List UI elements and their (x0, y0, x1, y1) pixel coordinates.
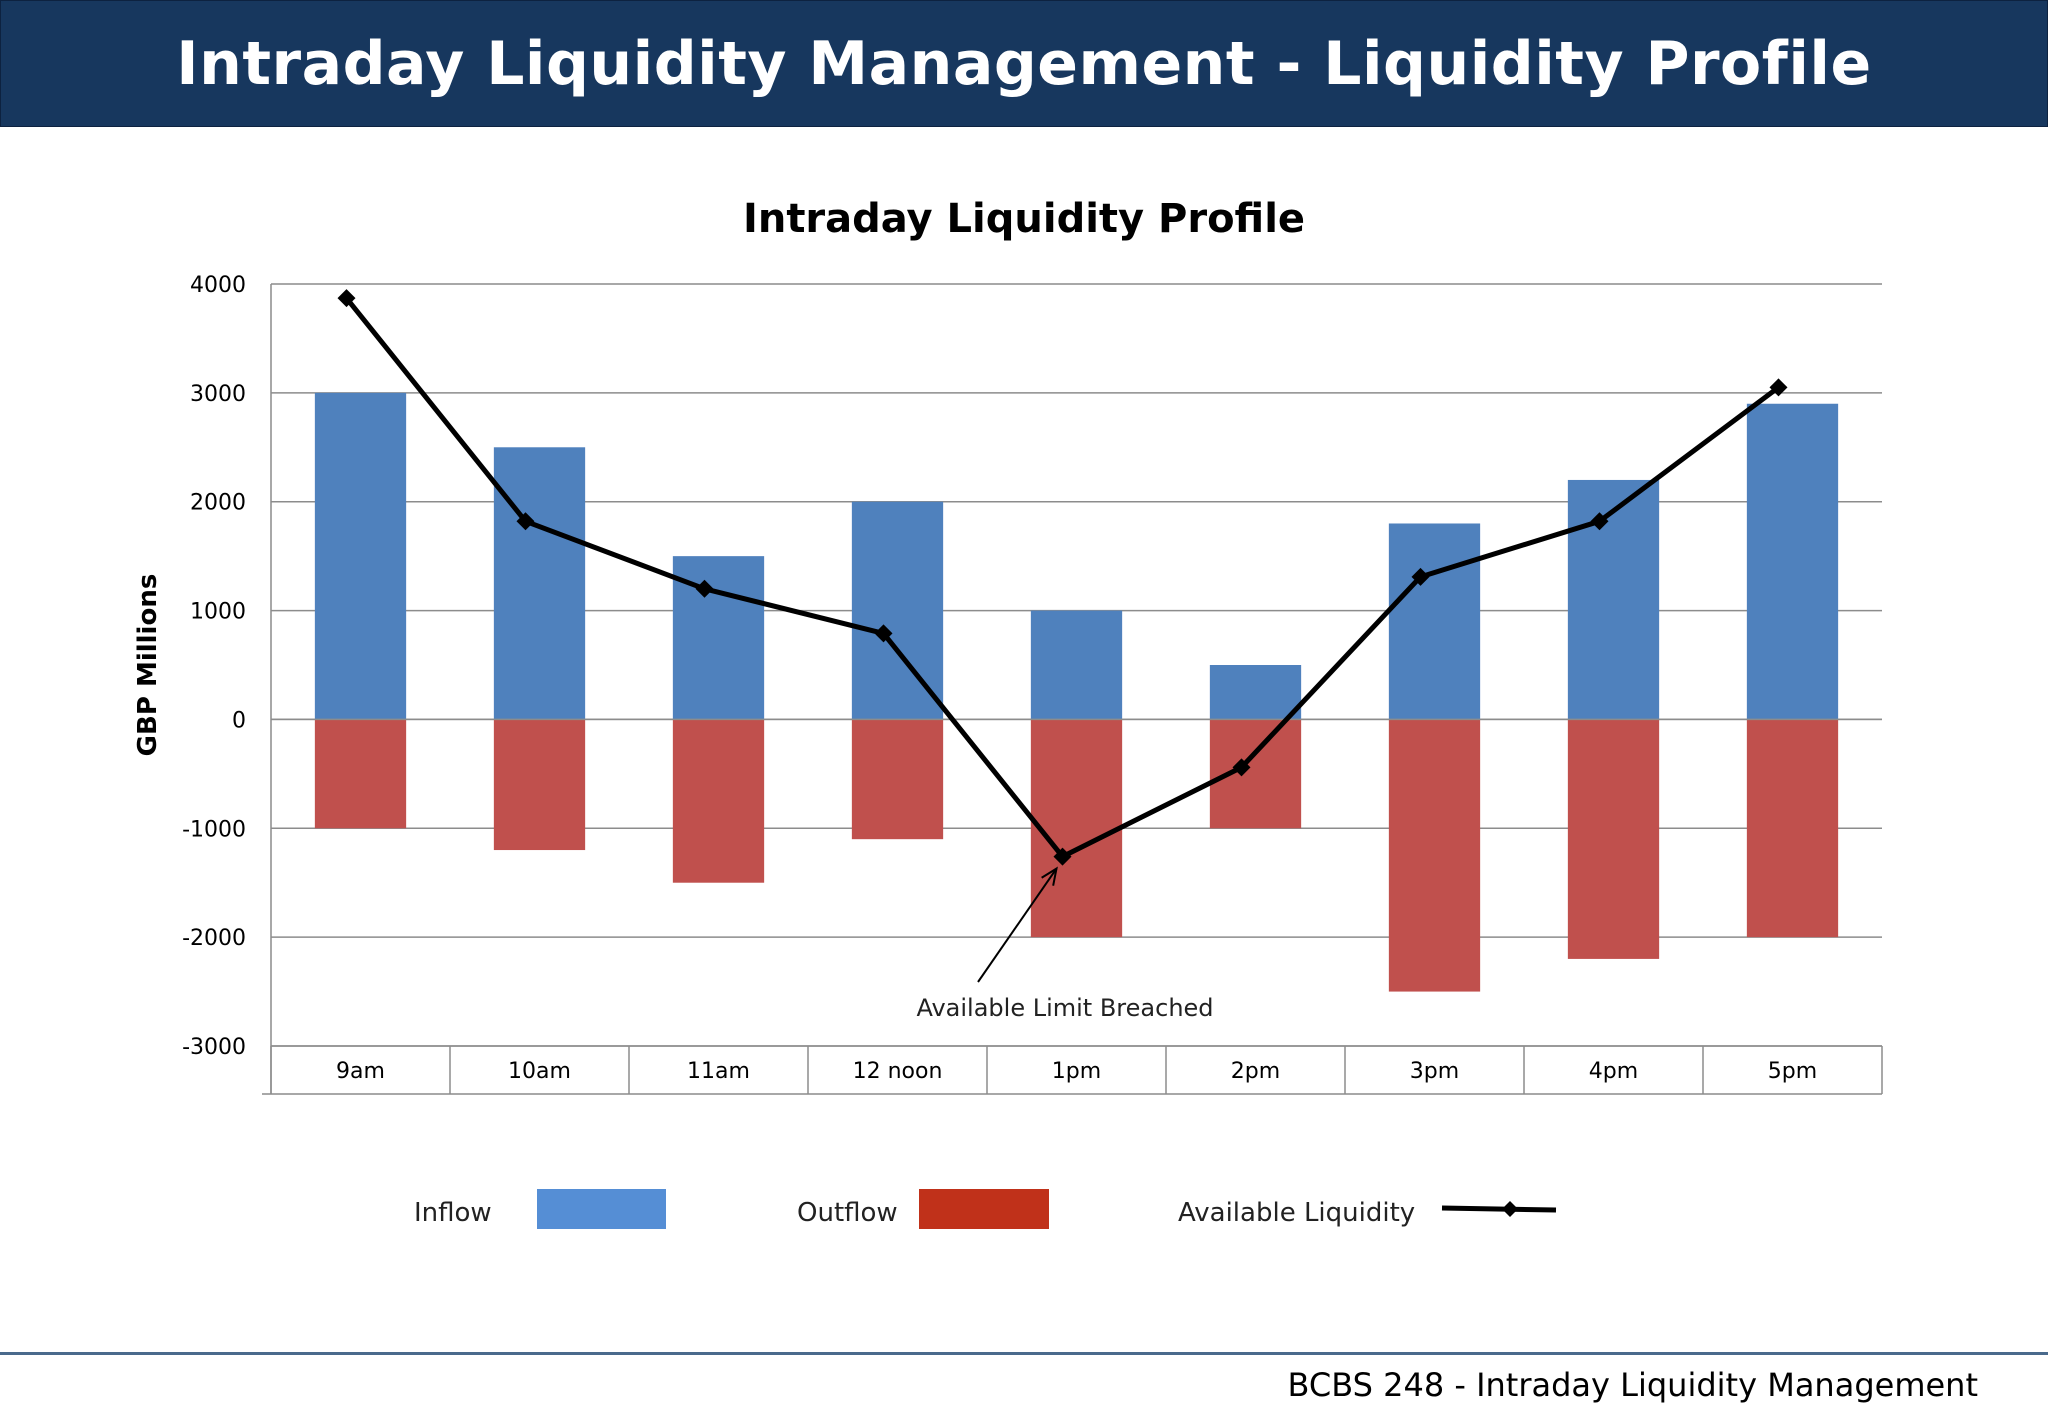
y-axis-label: GBP Millions (133, 574, 163, 757)
liquidity-marker (695, 579, 714, 598)
liquidity-marker (1590, 512, 1609, 531)
legend-outflow-swatch (919, 1189, 1049, 1229)
outflow-bar (493, 719, 586, 851)
x-tick-label: 2pm (1231, 1059, 1280, 1084)
page-title: Intraday Liquidity Management - Liquidit… (176, 28, 1872, 99)
liquidity-marker (337, 289, 356, 308)
y-tick-label: -1000 (182, 817, 246, 842)
x-tick-label: 11am (687, 1059, 750, 1084)
footer-text: BCBS 248 - Intraday Liquidity Management (1287, 1366, 1979, 1404)
annotations: Available Limit Breached (916, 866, 1214, 1022)
y-tick-label: 4000 (190, 273, 246, 298)
legend-outflow-label: Outflow (797, 1198, 898, 1228)
y-tick-label: 1000 (190, 600, 246, 625)
legend-liquidity-line (1441, 1205, 1557, 1213)
inflow-bar (1209, 665, 1302, 720)
outflow-bar (1388, 719, 1481, 992)
inflow-bar (1388, 523, 1481, 720)
inflow-bar (1030, 610, 1123, 720)
outflow-bar (851, 719, 944, 840)
liquidity-marker (516, 512, 535, 531)
x-tick-label: 3pm (1410, 1059, 1459, 1084)
y-tick-label: 3000 (190, 382, 246, 407)
x-tick-label: 9am (336, 1059, 385, 1084)
legend-inflow-label: Inflow (414, 1198, 492, 1228)
x-tick-label: 12 noon (853, 1059, 943, 1084)
bars (314, 392, 1839, 992)
annotation-label: Available Limit Breached (916, 994, 1213, 1022)
legend-inflow-swatch (537, 1189, 666, 1229)
y-tick-label: 0 (232, 708, 246, 733)
liquidity-line (337, 289, 1788, 866)
outflow-bar (1746, 719, 1839, 938)
legend-liquidity-marker (1502, 1201, 1518, 1217)
liquidity-chart: 4000 3000 2000 1000 0 -1000 -2000 -3000 GBP Mill… (133, 273, 1883, 1229)
y-tick-label: -3000 (182, 1035, 246, 1060)
x-tick-label: 10am (508, 1059, 571, 1084)
header-banner: Intraday Liquidity Management - Liquidit… (0, 0, 2048, 127)
outflow-bar (672, 719, 765, 883)
outflow-bar (314, 719, 407, 829)
inflow-bar (314, 392, 407, 720)
legend: Inflow Outflow Available Liquidity (414, 1189, 1557, 1229)
annotation-arrow-line (977, 868, 1058, 983)
liquidity-marker (1769, 378, 1788, 397)
footer-divider (0, 1352, 2048, 1355)
liquidity-marker (1053, 847, 1072, 866)
liquidity-marker (874, 624, 893, 643)
inflow-bar (851, 501, 944, 720)
annotation-arrow-head (1041, 866, 1058, 886)
axes: 4000 3000 2000 1000 0 -1000 -2000 -3000 GBP Mill… (133, 273, 1883, 1095)
x-tick-label: 5pm (1768, 1059, 1817, 1084)
x-tick-label: 4pm (1589, 1059, 1638, 1084)
liquidity-marker (1232, 758, 1251, 777)
y-tick-label: 2000 (190, 491, 246, 516)
inflow-bar (1746, 403, 1839, 720)
outflow-bar (1567, 719, 1660, 959)
inflow-bar (493, 447, 586, 720)
y-tick-label: -2000 (182, 926, 246, 951)
chart-title: Intraday Liquidity Profile (742, 196, 1306, 242)
inflow-bar (1567, 479, 1660, 720)
liquidity-marker (1411, 567, 1430, 586)
legend-liquidity-label: Available Liquidity (1178, 1198, 1415, 1228)
x-tick-label: 1pm (1052, 1059, 1101, 1084)
outflow-bar (1030, 719, 1123, 938)
